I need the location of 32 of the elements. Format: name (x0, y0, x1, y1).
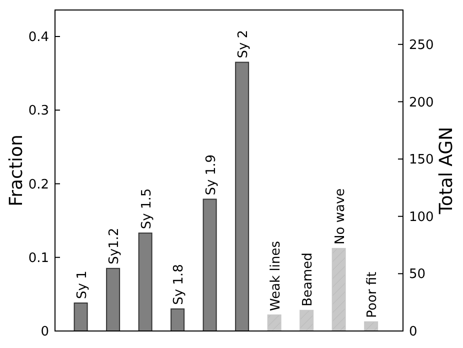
y2-axis-title: Total AGN (436, 126, 457, 216)
x-tick-label: Sy 2 (236, 30, 252, 58)
y2-tick-label: 100 (409, 210, 434, 225)
y-tick-label: 0.4 (28, 30, 49, 46)
x-tick-label: Sy 1 (74, 270, 90, 300)
bar (170, 308, 185, 332)
x-tick-label: Weak lines (268, 240, 284, 311)
bar (106, 268, 120, 332)
y-tick-label: 0 (40, 324, 49, 340)
bar (138, 232, 152, 332)
bar (332, 248, 346, 332)
y-axis-title: Fraction (6, 134, 27, 206)
y2-tick-label: 0 (409, 324, 418, 340)
y-tick-label: 0.2 (28, 177, 49, 192)
x-tick-label: Sy 1.9 (204, 154, 219, 196)
y-tick-label: 0.3 (28, 104, 49, 119)
y-tick-label: 0.1 (28, 250, 49, 266)
bar (235, 62, 250, 332)
y2-tick-label: 50 (409, 267, 426, 282)
bar (300, 310, 314, 332)
x-tick-label: Sy 1.5 (139, 188, 154, 230)
x-tick-label: Beamed (300, 252, 316, 306)
x-tick-label: Sy 1.8 (172, 264, 187, 305)
x-tick-label: Sy1.2 (107, 228, 122, 264)
x-tick-label: No wave (332, 188, 348, 244)
y2-tick-label: 250 (409, 38, 434, 53)
bar (267, 314, 282, 332)
bar (74, 302, 88, 332)
y2-tick-label: 200 (409, 95, 434, 110)
x-tick-label: Poor fit (365, 272, 380, 318)
bar (202, 198, 217, 332)
y2-tick-label: 150 (409, 152, 434, 168)
